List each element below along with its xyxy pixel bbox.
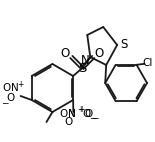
Text: O: O (7, 93, 15, 103)
Text: −: − (89, 113, 97, 123)
Text: +: + (78, 106, 84, 114)
Text: Cl: Cl (142, 58, 153, 68)
Text: +: + (17, 80, 24, 88)
Text: O: O (82, 109, 90, 119)
Text: O: O (84, 109, 92, 119)
Text: S: S (120, 37, 128, 51)
Text: N: N (11, 83, 18, 93)
Text: N: N (69, 109, 76, 119)
Text: O: O (59, 109, 68, 119)
Text: S: S (78, 61, 86, 75)
Text: +: + (77, 106, 84, 114)
Text: N: N (69, 109, 76, 119)
Text: O: O (2, 83, 11, 93)
Text: O: O (95, 46, 104, 59)
Text: O: O (61, 46, 70, 59)
Text: N: N (81, 54, 90, 66)
Text: −: − (91, 113, 99, 123)
Text: O: O (64, 117, 73, 127)
Text: −: − (1, 99, 8, 107)
